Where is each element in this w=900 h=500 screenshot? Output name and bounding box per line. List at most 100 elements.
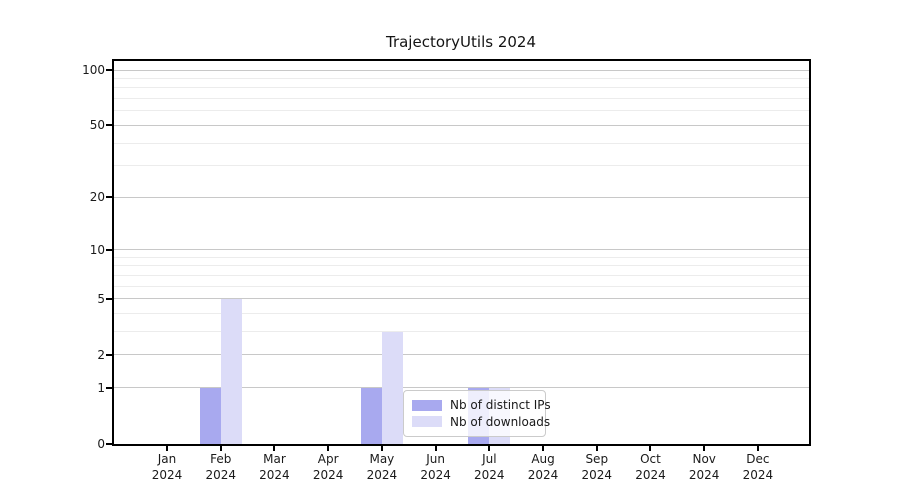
x-tick-label-month: Oct [640,452,661,466]
x-tick-mark [703,446,706,451]
x-tick-mark [219,446,222,451]
x-axis-spine [112,444,811,446]
y-tick-mark [106,124,112,127]
legend-label-distinct-ips: Nb of distinct IPs [450,398,551,413]
bar-downloads-feb [220,298,242,444]
bar-distinct-ips-feb [199,387,221,444]
minor-gridline [114,313,809,315]
y-tick-mark [106,196,112,199]
x-tick-label: Feb 2024 [189,451,253,483]
major-gridline [114,249,809,251]
x-tick-mark [595,446,598,451]
x-tick-label: Apr 2024 [296,451,360,483]
bar-distinct-ips-may [360,387,382,444]
bar-downloads-may [381,331,403,444]
legend: Nb of distinct IPs Nb of downloads [403,390,551,437]
y-tick-label: 100 [82,63,105,77]
minor-gridline [114,87,809,89]
minor-gridline [114,274,809,276]
y-tick-mark [106,297,112,300]
x-tick-label-year: 2024 [151,468,183,482]
minor-gridline [114,165,809,167]
x-tick-label-year: 2024 [527,468,559,482]
x-tick-label: Jun 2024 [404,451,468,483]
right-spine [809,59,811,446]
x-tick-mark [756,446,759,451]
x-tick-label-month: Aug [531,452,555,466]
x-tick-mark [649,446,652,451]
legend-item-distinct-ips: Nb of distinct IPs [412,397,551,413]
x-tick-label-year: 2024 [420,468,451,482]
legend-swatch-downloads [412,416,442,428]
legend-label-downloads: Nb of downloads [450,414,551,429]
x-tick-label-year: 2024 [742,468,774,482]
x-tick-label: May 2024 [350,451,414,483]
x-tick-label: Aug 2024 [511,451,575,483]
y-tick-label: 2 [97,347,105,362]
x-tick-label-month: Apr [317,452,339,466]
x-tick-label-month: Jul [482,452,497,466]
minor-gridline [114,110,809,112]
x-tick-label: Jan 2024 [135,451,199,483]
y-tick-mark [106,248,112,251]
major-gridline [114,69,809,71]
x-tick-label-month: Feb [210,452,232,466]
x-tick-label: Jul 2024 [457,451,521,483]
x-tick-mark [542,446,545,451]
x-tick-label-year: 2024 [205,468,236,482]
minor-gridline [114,285,809,287]
x-tick-mark [434,446,437,451]
x-tick-label-year: 2024 [312,468,344,482]
x-tick-mark [488,446,491,451]
x-tick-label-year: 2024 [259,468,290,482]
x-tick-label-year: 2024 [688,468,720,482]
x-tick-label-year: 2024 [366,468,398,482]
x-tick-label-year: 2024 [635,468,666,482]
x-tick-mark [380,446,383,451]
x-tick-label: Nov 2024 [672,451,736,483]
x-tick-mark [166,446,168,451]
x-tick-label-month: May [369,452,395,466]
x-tick-label: Mar 2024 [242,451,306,483]
y-tick-label: 20 [89,190,105,205]
major-gridline [114,196,809,198]
y-tick-label: 1 [97,380,105,395]
y-tick-mark [106,353,112,356]
x-tick-label-month: Jan [157,452,177,466]
minor-gridline [114,265,809,267]
top-spine [112,59,811,61]
x-tick-label-month: Jun [426,452,445,466]
minor-gridline [114,256,809,258]
x-tick-label-month: Nov [692,452,716,466]
y-tick-label: 50 [89,118,105,133]
y-tick-label: 10 [89,242,105,257]
minor-gridline [114,142,809,144]
major-gridline [114,387,809,389]
legend-item-downloads: Nb of downloads [412,414,550,430]
x-tick-label-year: 2024 [581,468,613,482]
x-tick-label-month: Dec [746,452,770,466]
y-tick-label: 0 [97,437,105,451]
x-tick-label: Sep 2024 [565,451,629,483]
x-tick-label-month: Mar [263,452,286,466]
x-tick-label: Oct 2024 [618,451,682,483]
legend-swatch-distinct-ips [412,399,442,411]
y-tick-mark [106,443,112,445]
y-tick-mark [106,69,112,71]
minor-gridline [114,98,809,100]
x-tick-label-year: 2024 [474,468,505,482]
y-axis-spine [112,59,114,446]
major-gridline [114,354,809,356]
x-tick-mark [327,446,330,451]
minor-gridline [114,331,809,333]
major-gridline [114,298,809,300]
y-tick-label: 5 [97,291,105,306]
minor-gridline [114,77,809,79]
x-tick-label-month: Sep [585,452,609,466]
y-tick-mark [106,386,112,389]
major-gridline [114,124,809,126]
x-tick-mark [273,446,276,451]
chart-title: TrajectoryUtils 2024 [385,33,536,51]
x-tick-label: Dec 2024 [726,451,790,483]
